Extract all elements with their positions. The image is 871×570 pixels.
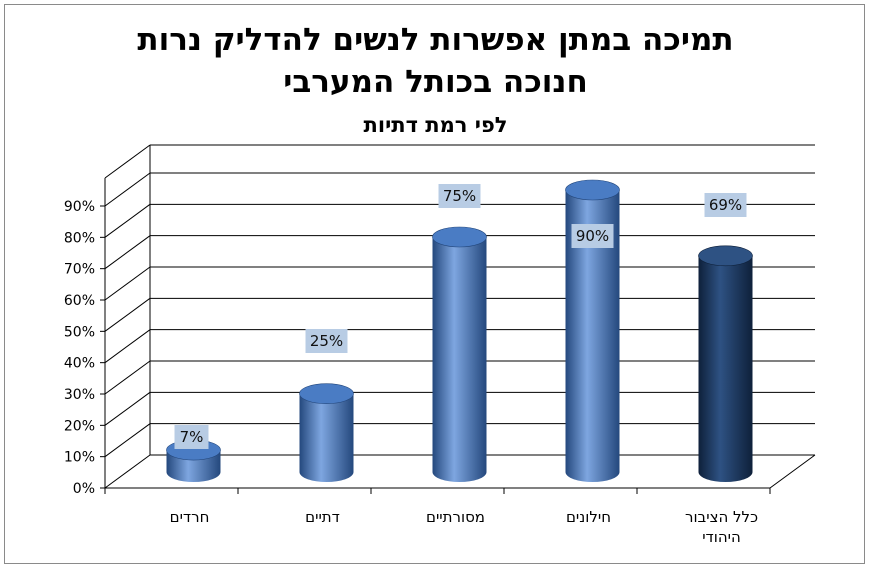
bar-body xyxy=(299,393,354,482)
y-tick-label: 30% xyxy=(64,387,95,403)
bar-top xyxy=(432,226,487,248)
side-grid-line xyxy=(104,454,151,489)
y-tick-label: 20% xyxy=(64,418,95,434)
x-axis-categories: חרדים דתיים מסורתיים חילונים כלל הציבור היהוד… xyxy=(170,508,758,546)
y-tick-label: 90% xyxy=(64,199,95,215)
y-tick-label: 70% xyxy=(64,262,95,278)
data-label-bg xyxy=(305,329,348,353)
bar xyxy=(299,383,354,482)
data-label-bg xyxy=(174,425,209,449)
chart-title-line-2: חנוכה בכותל המערבי xyxy=(283,64,588,100)
y-tick-label: 0% xyxy=(73,481,95,497)
bar xyxy=(565,179,620,482)
side-grid-line xyxy=(104,391,151,426)
bar-top xyxy=(698,245,753,267)
side-grid-line xyxy=(104,423,151,458)
y-tick-label: 50% xyxy=(64,324,95,340)
bar xyxy=(432,226,487,482)
side-grid-line xyxy=(104,297,151,332)
data-label: 25% xyxy=(310,332,343,350)
side-grid-line xyxy=(104,329,151,364)
bar-body xyxy=(698,255,753,482)
data-label: 69% xyxy=(709,196,742,214)
bar-body xyxy=(565,190,620,482)
y-tick-label: 60% xyxy=(64,293,95,309)
bars xyxy=(166,179,753,482)
bar-top xyxy=(299,383,354,404)
chart-title-line-1: תמיכה במתן אפשרות לנשים להדליק נרות xyxy=(137,22,734,58)
bar xyxy=(698,245,753,482)
side-grid-line xyxy=(104,172,151,207)
side-grid-line xyxy=(104,144,151,179)
bar-top xyxy=(565,179,620,201)
data-labels: 7% 25% 75% 90% 69% xyxy=(174,184,747,449)
category-label: דתיים xyxy=(305,508,340,526)
side-grid-line xyxy=(104,235,151,270)
data-label: 90% xyxy=(576,227,609,245)
category-label: חרדים xyxy=(170,508,210,526)
side-grid-line xyxy=(104,360,151,395)
data-label: 75% xyxy=(443,187,476,205)
category-label: מסורתיים xyxy=(426,508,485,526)
floor-right-edge xyxy=(769,454,816,489)
data-label: 7% xyxy=(180,428,204,446)
category-label: היהודי xyxy=(702,528,741,546)
y-tick-label: 40% xyxy=(64,356,95,372)
side-grid-line xyxy=(104,266,151,301)
y-axis-ticks: 0% 10% 20% 30% 40% 50% 60% 70% 80% 90% xyxy=(64,199,105,497)
bar-body xyxy=(432,237,487,482)
data-label-bg xyxy=(704,193,747,217)
side-grid-line xyxy=(104,203,151,238)
y-tick-label: 80% xyxy=(64,230,95,246)
category-label: כלל הציבור xyxy=(685,508,758,526)
chart-subtitle: לפי רמת דתיות xyxy=(363,113,508,137)
category-label: חילונים xyxy=(566,508,611,526)
y-tick-label: 10% xyxy=(64,450,95,466)
data-label-bg xyxy=(438,184,481,208)
data-label-bg xyxy=(571,224,614,248)
